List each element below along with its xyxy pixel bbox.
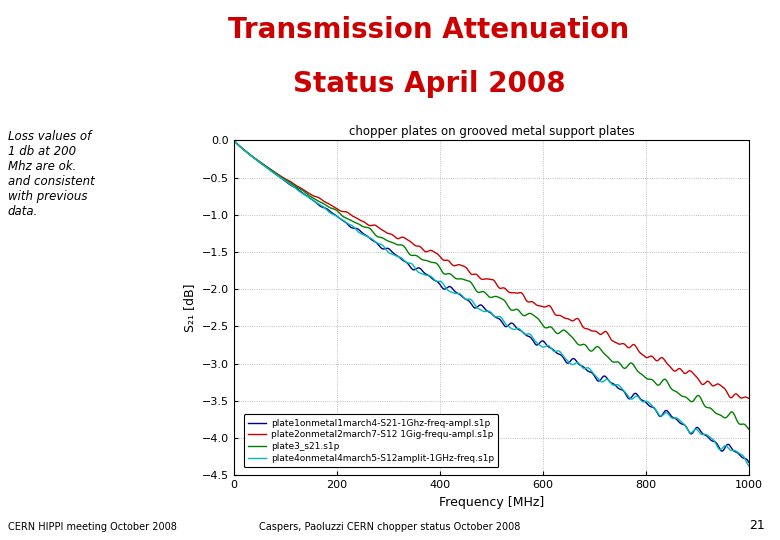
plate3_s21.s1p — [427, 259, 436, 266]
plate4onmetal4march5-S12amplit-1GHz-freq.s1p — [744, 463, 753, 469]
Line: plate3_s21.s1p: plate3_s21.s1p — [234, 140, 749, 429]
plate4onmetal4march5-S12amplit-1GHz-freq.s1p — [449, 290, 459, 296]
plate2onmetal2march7-S12 1Gig-frequ-ampl.s1p — [229, 137, 239, 144]
Text: Transmission Attenuation: Transmission Attenuation — [229, 16, 629, 44]
plate3_s21.s1p — [679, 393, 688, 400]
Line: plate2onmetal2march7-S12 1Gig-frequ-ampl.s1p: plate2onmetal2march7-S12 1Gig-frequ-ampl… — [234, 140, 749, 399]
plate4onmetal4march5-S12amplit-1GHz-freq.s1p — [679, 420, 688, 427]
plate4onmetal4march5-S12amplit-1GHz-freq.s1p — [288, 183, 297, 189]
plate3_s21.s1p — [449, 274, 459, 280]
plate1onmetal1march4-S21-1Ghz-freq-ampl.s1p — [449, 287, 459, 293]
plate2onmetal2march7-S12 1Gig-frequ-ampl.s1p — [744, 395, 753, 402]
plate1onmetal1march4-S21-1Ghz-freq-ampl.s1p — [679, 421, 688, 428]
Line: plate1onmetal1march4-S21-1Ghz-freq-ampl.s1p: plate1onmetal1march4-S21-1Ghz-freq-ampl.… — [234, 140, 749, 462]
Text: Caspers, Paoluzzi CERN chopper status October 2008: Caspers, Paoluzzi CERN chopper status Oc… — [259, 522, 521, 532]
plate2onmetal2march7-S12 1Gig-frequ-ampl.s1p — [288, 180, 297, 186]
Line: plate4onmetal4march5-S12amplit-1GHz-freq.s1p: plate4onmetal4march5-S12amplit-1GHz-freq… — [234, 140, 749, 466]
plate4onmetal4march5-S12amplit-1GHz-freq.s1p — [318, 204, 328, 210]
plate3_s21.s1p — [744, 426, 753, 433]
plate1onmetal1march4-S21-1Ghz-freq-ampl.s1p — [427, 275, 436, 281]
plate4onmetal4march5-S12amplit-1GHz-freq.s1p — [427, 273, 436, 280]
plate3_s21.s1p — [318, 200, 328, 207]
Title: chopper plates on grooved metal support plates: chopper plates on grooved metal support … — [349, 125, 634, 138]
X-axis label: Frequency [MHz]: Frequency [MHz] — [439, 496, 544, 509]
plate2onmetal2march7-S12 1Gig-frequ-ampl.s1p — [318, 198, 328, 204]
plate1onmetal1march4-S21-1Ghz-freq-ampl.s1p — [744, 459, 753, 465]
plate1onmetal1march4-S21-1Ghz-freq-ampl.s1p — [734, 450, 743, 457]
Text: Loss values of
1 db at 200
Mhz are ok.
and consistent
with previous
data.: Loss values of 1 db at 200 Mhz are ok. a… — [8, 130, 94, 218]
plate3_s21.s1p — [288, 181, 297, 188]
Text: CERN HIPPI meeting October 2008: CERN HIPPI meeting October 2008 — [8, 522, 177, 532]
Text: 21: 21 — [749, 519, 764, 532]
plate4onmetal4march5-S12amplit-1GHz-freq.s1p — [229, 137, 239, 144]
plate3_s21.s1p — [734, 420, 743, 427]
plate2onmetal2march7-S12 1Gig-frequ-ampl.s1p — [449, 262, 459, 269]
plate4onmetal4march5-S12amplit-1GHz-freq.s1p — [734, 450, 743, 456]
plate1onmetal1march4-S21-1Ghz-freq-ampl.s1p — [229, 137, 239, 144]
plate2onmetal2march7-S12 1Gig-frequ-ampl.s1p — [679, 369, 688, 375]
plate2onmetal2march7-S12 1Gig-frequ-ampl.s1p — [427, 247, 436, 254]
plate3_s21.s1p — [229, 137, 239, 144]
Y-axis label: S₂₁ [dB]: S₂₁ [dB] — [183, 284, 197, 332]
plate2onmetal2march7-S12 1Gig-frequ-ampl.s1p — [734, 393, 743, 400]
Legend: plate1onmetal1march4-S21-1Ghz-freq-ampl.s1p, plate2onmetal2march7-S12 1Gig-frequ: plate1onmetal1march4-S21-1Ghz-freq-ampl.… — [243, 414, 498, 467]
Text: Status April 2008: Status April 2008 — [292, 70, 566, 98]
plate1onmetal1march4-S21-1Ghz-freq-ampl.s1p — [318, 204, 328, 211]
plate1onmetal1march4-S21-1Ghz-freq-ampl.s1p — [288, 183, 297, 190]
